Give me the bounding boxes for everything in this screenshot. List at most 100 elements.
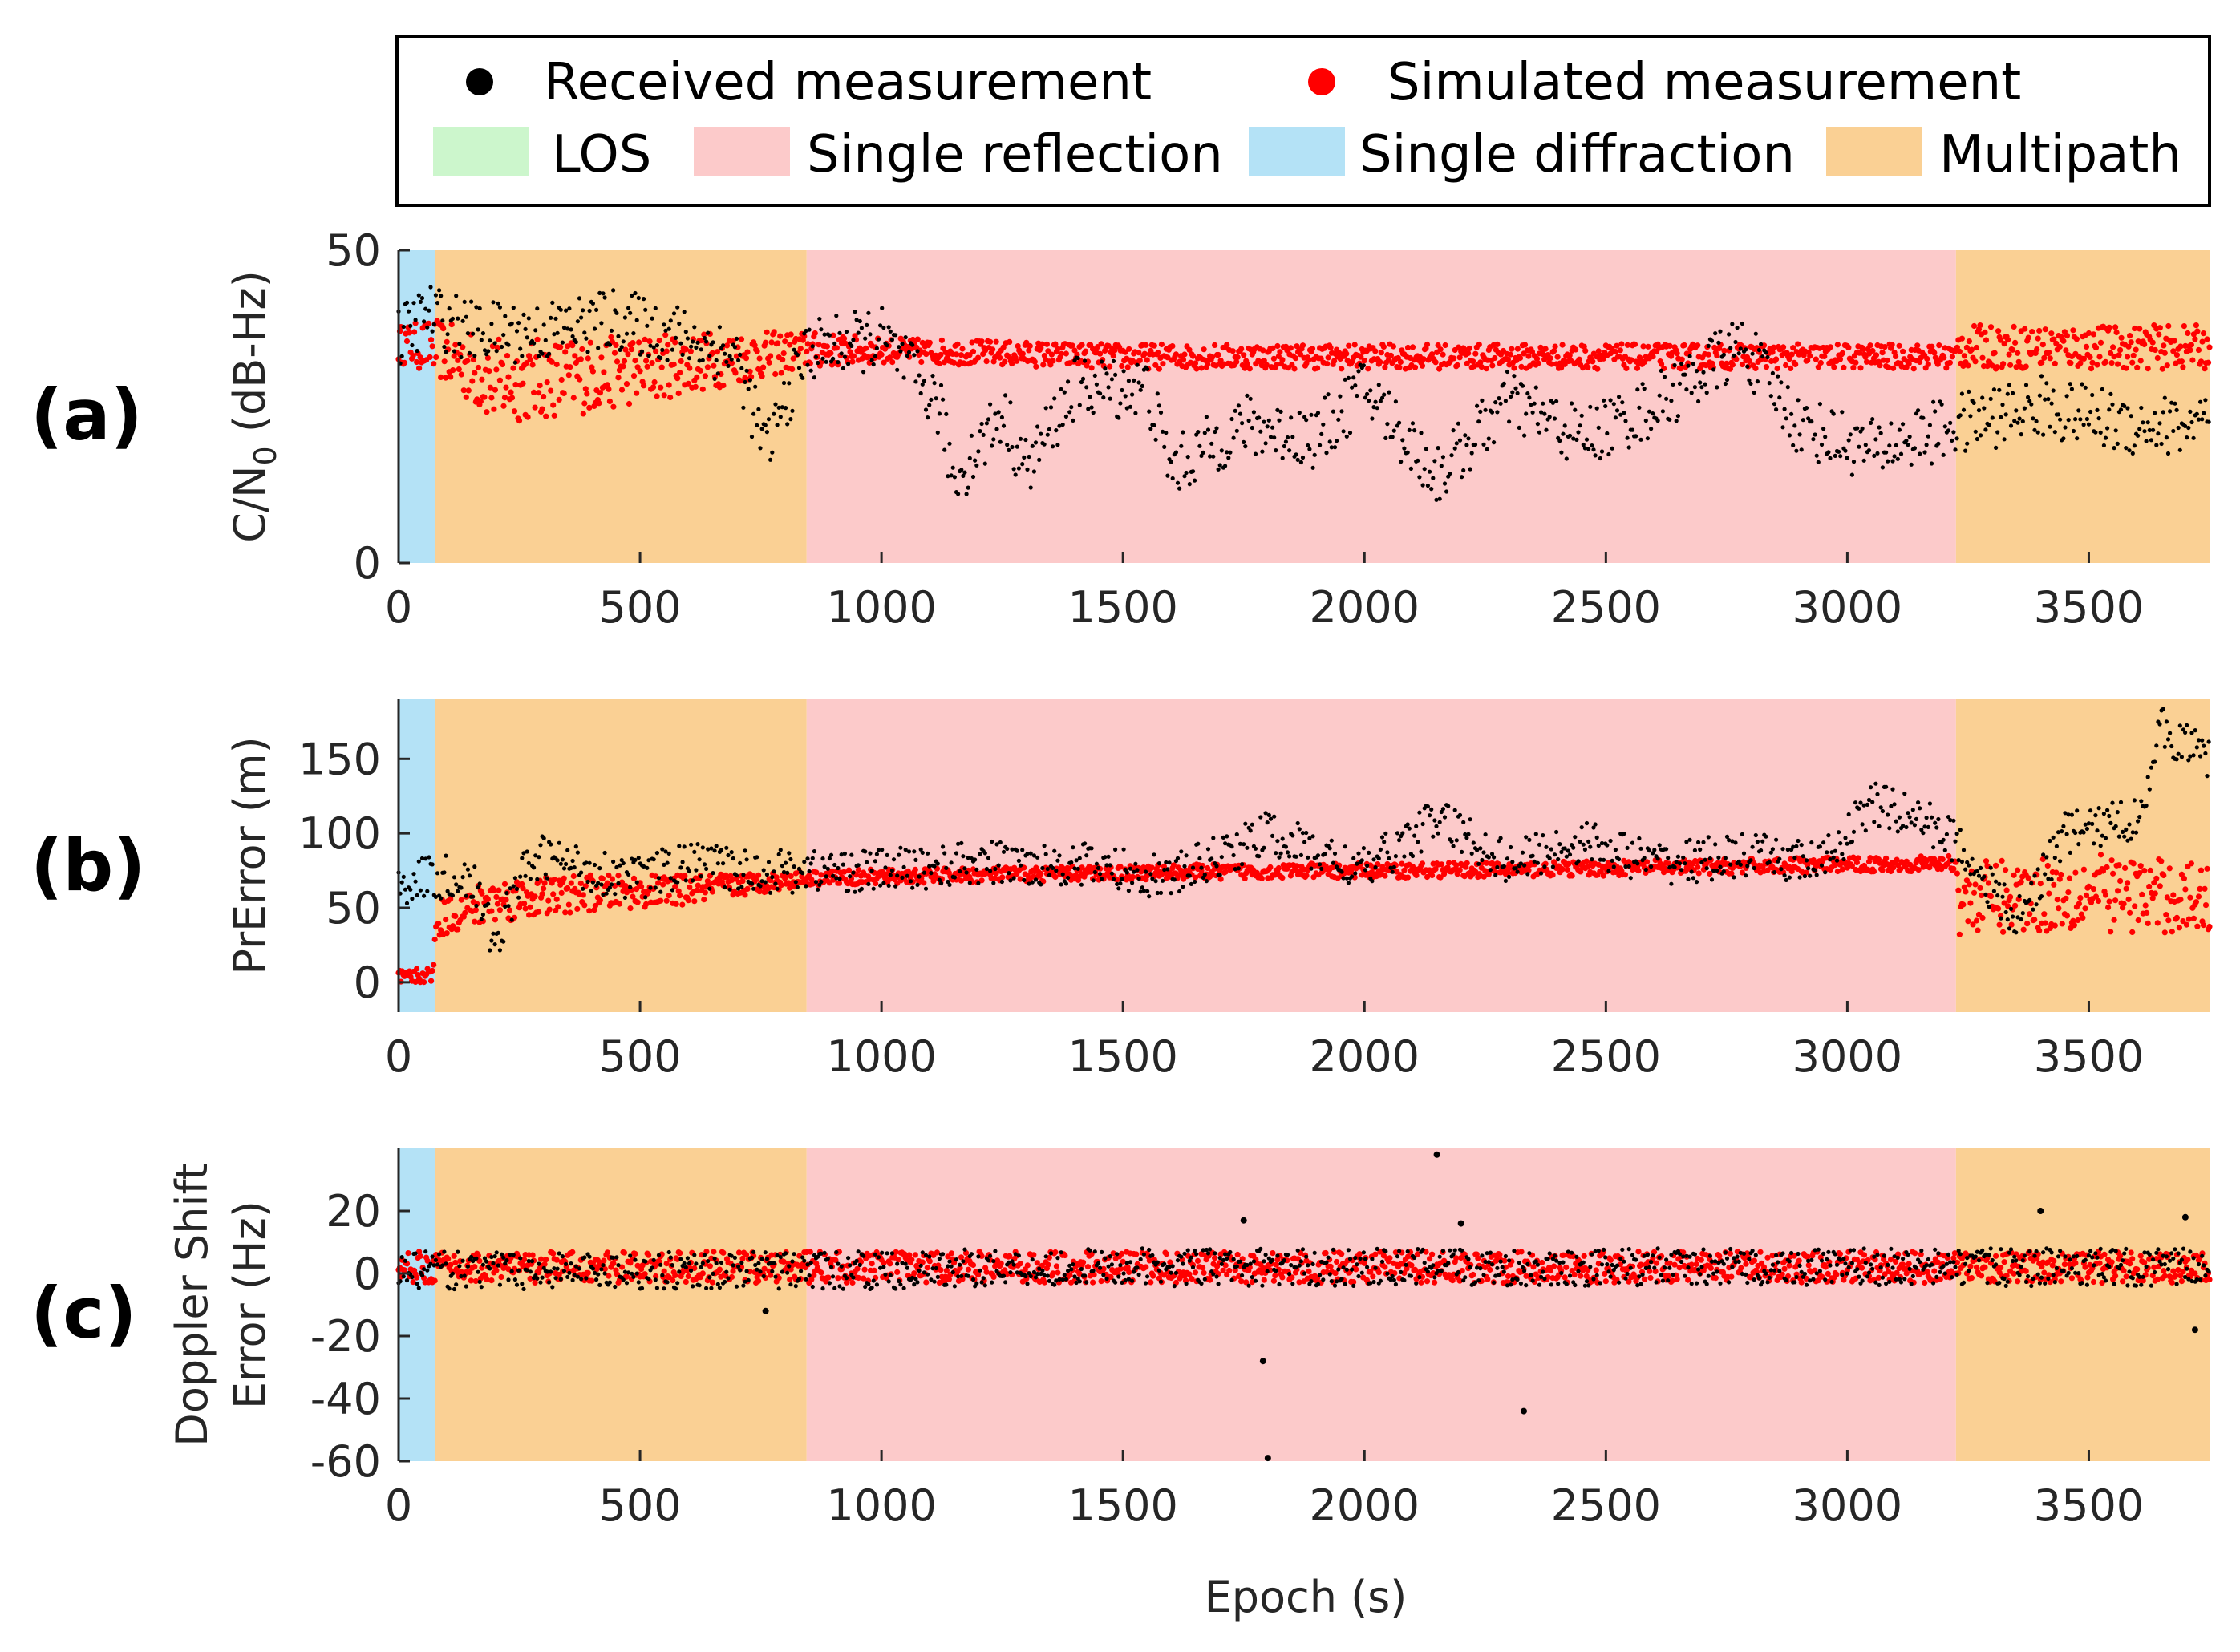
received-point [654, 343, 660, 348]
received-point [874, 852, 879, 856]
received-point [776, 852, 781, 856]
received-point [1399, 460, 1404, 464]
received-point [1225, 450, 1229, 455]
simulated-point [847, 349, 853, 355]
simulated-point [970, 348, 977, 354]
simulated-point [1968, 346, 1975, 353]
received-point [1723, 381, 1728, 387]
received-point [1651, 411, 1655, 416]
simulated-point [539, 406, 545, 412]
simulated-point [1456, 867, 1463, 873]
simulated-point [1169, 343, 1176, 350]
received-point [1512, 374, 1517, 379]
simulated-point [1635, 868, 1642, 874]
received-point [941, 397, 946, 402]
received-point [1471, 840, 1476, 845]
received-point [2073, 417, 2078, 422]
legend-label-single-diffraction: Single diffraction [1359, 125, 1795, 184]
received-point [704, 866, 709, 871]
received-point [952, 875, 957, 880]
received-point [533, 328, 538, 333]
received-point [1439, 464, 1444, 468]
received-point [1219, 855, 1224, 860]
received-point [677, 321, 682, 326]
received-point [549, 315, 553, 320]
received-point [1407, 826, 1412, 831]
received-point [1015, 444, 1019, 449]
received-point [1493, 873, 1498, 877]
simulated-point [1339, 366, 1345, 372]
received-point [573, 339, 578, 345]
received-point [668, 876, 673, 881]
received-point [503, 314, 508, 318]
simulated-point [1898, 866, 1904, 873]
panel-0-region-1 [435, 250, 807, 563]
simulated-point [2137, 870, 2143, 877]
received-point [1796, 398, 1801, 403]
received-point [1562, 423, 1567, 428]
received-point [1576, 859, 1581, 864]
received-point [1304, 418, 1309, 423]
simulated-point [2007, 362, 2014, 368]
received-point [961, 854, 966, 859]
received-point [645, 865, 650, 870]
simulated-point [634, 390, 640, 396]
received-point [535, 306, 540, 311]
received-point [1875, 451, 1880, 456]
simulated-point [2097, 852, 2104, 858]
panel-b-simulated-series [395, 852, 2213, 986]
received-point [886, 325, 891, 330]
received-point [819, 327, 824, 332]
received-point [1077, 856, 1082, 860]
received-point [1306, 855, 1310, 860]
simulated-point [1973, 344, 1980, 351]
simulated-point [654, 393, 660, 399]
simulated-point [1205, 864, 1211, 872]
received-point [1622, 411, 1626, 415]
received-point [459, 354, 464, 360]
received-point [523, 873, 528, 878]
received-point [604, 891, 609, 896]
received-point [1018, 863, 1023, 868]
simulated-point [1998, 337, 2004, 343]
received-point [628, 885, 633, 889]
simulated-point [2112, 324, 2119, 330]
received-point [1217, 463, 1222, 468]
received-point [2061, 436, 2066, 441]
received-point [665, 860, 670, 865]
simulated-point [1270, 345, 1276, 351]
received-point [685, 336, 691, 341]
received-point [1581, 442, 1586, 447]
received-point [1115, 881, 1120, 886]
simulated-point [1261, 358, 1267, 364]
simulated-point [1788, 868, 1795, 875]
received-point [888, 329, 893, 334]
simulated-point [1023, 339, 1030, 346]
received-point [504, 891, 509, 896]
simulated-point [613, 342, 619, 348]
received-point [435, 871, 440, 876]
received-point [1831, 855, 1836, 860]
received-point [1184, 853, 1189, 858]
received-point [1472, 442, 1478, 447]
received-point [1233, 408, 1237, 413]
simulated-point [569, 342, 576, 349]
simulated-point [878, 351, 885, 358]
received-point [1599, 840, 1605, 846]
simulated-point [1279, 875, 1286, 881]
received-point [1728, 346, 1733, 350]
simulated-point [1518, 363, 1525, 370]
simulated-point [570, 873, 577, 880]
received-point [651, 345, 656, 350]
received-point [1318, 862, 1323, 867]
received-point [1008, 400, 1013, 405]
received-point [1233, 867, 1237, 872]
received-point [2137, 427, 2142, 431]
received-point [856, 330, 861, 335]
simulated-point [518, 881, 525, 887]
received-point [922, 870, 926, 875]
received-point [1104, 371, 1109, 376]
received-point [1412, 833, 1417, 838]
simulated-point [2064, 913, 2070, 919]
received-point [532, 341, 537, 346]
